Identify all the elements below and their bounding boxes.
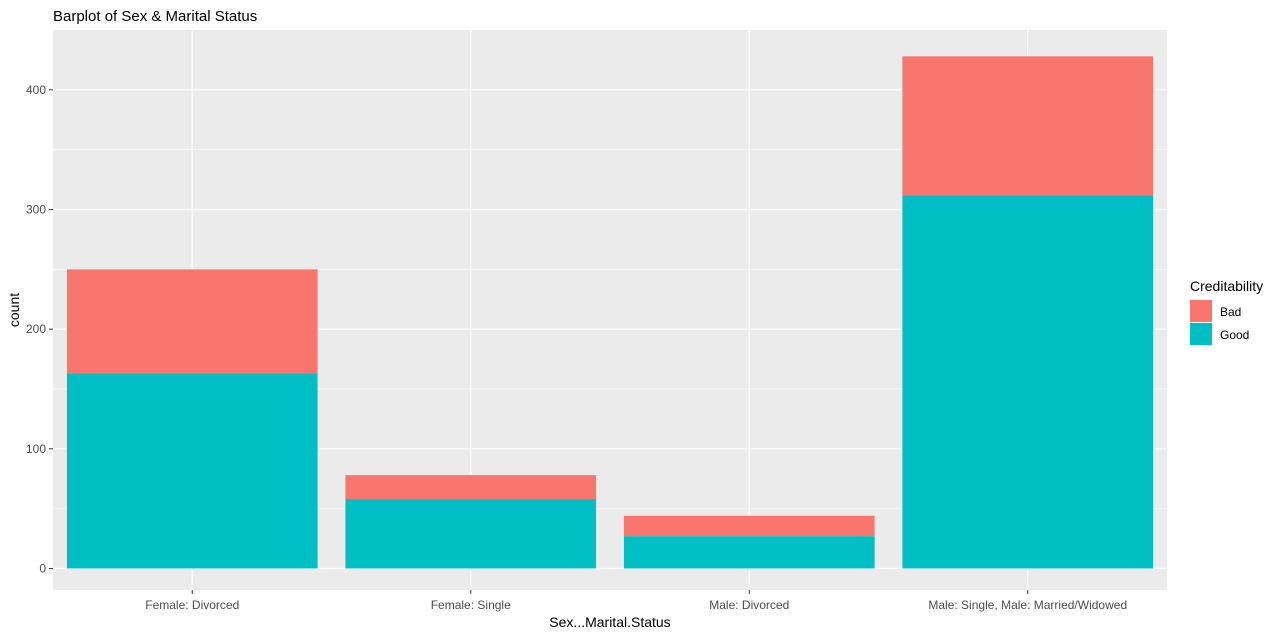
- bar-good: [66, 373, 318, 569]
- bar-bad: [345, 475, 597, 500]
- bars: [66, 56, 1154, 569]
- legend-swatch-good: [1190, 323, 1212, 345]
- y-axis-title: count: [6, 293, 22, 327]
- x-tick-label: Male: Divorced: [709, 598, 789, 612]
- x-tick-label: Female: Divorced: [145, 598, 239, 612]
- legend-title: Creditability: [1190, 278, 1263, 294]
- y-tick-label: 0: [39, 561, 46, 575]
- x-tick-label: Female: Single: [431, 598, 511, 612]
- x-axis-title: Sex...Marital.Status: [549, 614, 670, 630]
- bar-bad: [66, 269, 318, 374]
- y-tick-label: 200: [26, 322, 46, 336]
- x-axis: Female: Divorced Female: Single Male: Divo…: [145, 590, 1127, 612]
- legend-label-bad: Bad: [1220, 305, 1241, 319]
- legend: Creditability Bad Good: [1190, 278, 1263, 345]
- bar-bad: [623, 515, 875, 537]
- chart-title: Barplot of Sex & Marital Status: [53, 8, 257, 25]
- bar-bad: [902, 56, 1154, 196]
- y-tick-label: 300: [26, 202, 46, 216]
- bar-good: [623, 536, 875, 569]
- y-axis: 0 100 200 300 400: [26, 83, 53, 575]
- bar-good: [902, 195, 1154, 569]
- x-tick-label: Male: Single, Male: Married/Widowed: [928, 598, 1127, 612]
- y-tick-label: 100: [26, 442, 46, 456]
- legend-label-good: Good: [1220, 328, 1249, 342]
- bar-good: [345, 499, 597, 569]
- y-tick-label: 400: [26, 83, 46, 97]
- legend-swatch-bad: [1190, 300, 1212, 322]
